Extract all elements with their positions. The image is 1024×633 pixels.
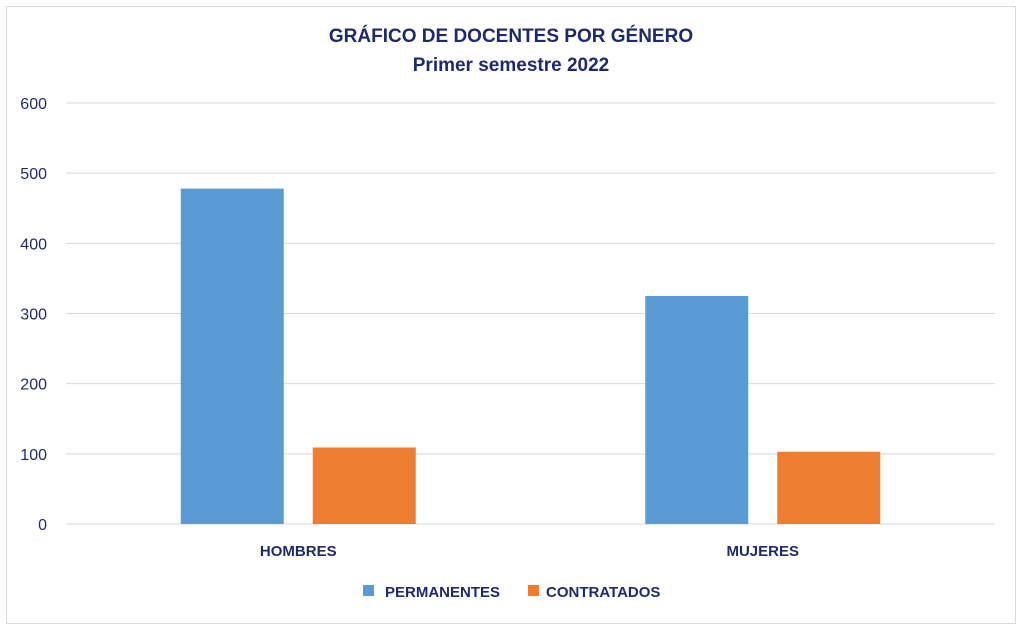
y-tick-label: 100 bbox=[20, 447, 47, 464]
bar-contratados-hombres bbox=[312, 447, 416, 524]
y-tick-label: 400 bbox=[20, 236, 47, 253]
x-axis-categories: HOMBRES MUJERES bbox=[260, 543, 799, 560]
bars bbox=[180, 188, 881, 524]
bar-contratados-mujeres bbox=[777, 451, 881, 524]
y-tick-label: 200 bbox=[20, 377, 47, 394]
y-tick-label: 300 bbox=[20, 307, 47, 324]
chart-title: GRÁFICO DE DOCENTES POR GÉNERO bbox=[329, 25, 693, 47]
legend-swatch bbox=[528, 585, 539, 596]
legend-swatch bbox=[363, 585, 374, 596]
x-category-label: MUJERES bbox=[726, 543, 799, 560]
y-axis-ticks: 0 100 200 300 400 500 600 bbox=[20, 96, 47, 534]
y-tick-label: 500 bbox=[20, 166, 47, 183]
legend-label: CONTRATADOS bbox=[546, 584, 660, 601]
legend-label: PERMANENTES bbox=[385, 584, 500, 601]
bar-permanentes-hombres bbox=[180, 188, 284, 524]
x-category-label: HOMBRES bbox=[260, 543, 337, 560]
legend: PERMANENTES CONTRATADOS bbox=[363, 584, 660, 601]
y-tick-label: 0 bbox=[38, 517, 47, 534]
bar-permanentes-mujeres bbox=[645, 295, 749, 524]
y-tick-label: 600 bbox=[20, 96, 47, 113]
chart-subtitle: Primer semestre 2022 bbox=[413, 55, 609, 76]
